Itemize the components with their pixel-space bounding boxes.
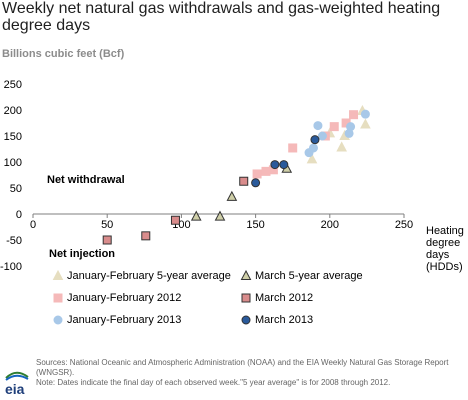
data-point-series-3 xyxy=(170,215,180,225)
legend-marker-series-1 xyxy=(240,269,252,280)
footnote-sources: Sources: National Oceanic and Atmospheri… xyxy=(36,358,449,377)
x-tick-label: 200 xyxy=(321,219,339,231)
data-point-series-2 xyxy=(252,169,262,179)
net-injection-label: Net injection xyxy=(49,248,116,260)
legend-label-march-2012: March 2012 xyxy=(255,292,314,304)
legend-marker-series-5 xyxy=(241,315,251,325)
footnote-note: Note: Dates indicate the final day of ea… xyxy=(36,378,391,387)
legend-marker-series-0 xyxy=(52,269,64,280)
data-point-series-1 xyxy=(226,190,238,201)
data-point-series-4 xyxy=(346,122,356,132)
legend-label-jan-feb-5yr: January-February 5-year average xyxy=(67,270,231,282)
x-axis-title: Heating degree days (HDDs) xyxy=(426,225,464,273)
y-tick-label: 250 xyxy=(4,79,22,91)
data-point-series-5 xyxy=(251,178,261,188)
y-tick-label: -100 xyxy=(0,261,22,273)
y-tick-label: 0 xyxy=(16,209,22,221)
data-point-series-3 xyxy=(239,176,249,186)
data-point-series-0 xyxy=(336,141,348,152)
data-point-series-0 xyxy=(306,153,318,164)
data-point-series-5 xyxy=(279,160,289,170)
data-point-series-1 xyxy=(190,210,202,221)
x-tick-label: 0 xyxy=(30,219,36,231)
legend-marker-series-3 xyxy=(241,293,251,303)
data-point-series-5 xyxy=(270,160,280,170)
data-point-series-2 xyxy=(261,166,271,176)
chart-title: Weekly net natural gas withdrawals and g… xyxy=(2,0,441,34)
unit-label: Billions cubic feet (Bcf) xyxy=(2,48,125,60)
eia-logo: eia xyxy=(5,371,29,397)
footnote: Sources: National Oceanic and Atmospheri… xyxy=(36,358,456,388)
net-withdrawal-label: Net withdrawal xyxy=(47,174,125,186)
data-points xyxy=(102,104,371,245)
legend-label-jan-feb-2012: January-February 2012 xyxy=(67,292,182,304)
data-point-series-2 xyxy=(288,143,298,153)
y-tick-label: -50 xyxy=(6,235,22,247)
y-tick-label: 100 xyxy=(4,157,22,169)
data-point-series-4 xyxy=(308,143,318,153)
legend-label-jan-feb-2013: January-February 2013 xyxy=(67,314,182,326)
x-tick-label: 50 xyxy=(101,219,113,231)
svg-text:eia: eia xyxy=(5,381,25,397)
data-point-series-0 xyxy=(360,118,371,129)
legend-label-march-2013: March 2013 xyxy=(255,314,314,326)
legend-marker-series-2 xyxy=(53,293,63,303)
data-point-series-4 xyxy=(313,121,323,131)
legend-markers xyxy=(52,269,252,325)
x-tick-label: 150 xyxy=(246,219,264,231)
data-point-series-3 xyxy=(102,235,112,245)
data-point-series-4 xyxy=(317,131,327,141)
legend-marker-series-4 xyxy=(53,315,63,325)
data-point-series-4 xyxy=(360,109,370,119)
legend-label-march-5yr: March 5-year average xyxy=(255,270,363,282)
data-point-series-3 xyxy=(141,231,151,241)
y-tick-label: 200 xyxy=(4,105,22,117)
y-tick-label: 150 xyxy=(4,131,22,143)
data-point-series-5 xyxy=(310,135,320,145)
data-point-series-1 xyxy=(214,210,226,221)
data-point-series-2 xyxy=(329,122,339,132)
x-tick-label: 250 xyxy=(395,219,413,231)
y-tick-label: 50 xyxy=(10,183,22,195)
data-point-series-2 xyxy=(349,110,359,120)
